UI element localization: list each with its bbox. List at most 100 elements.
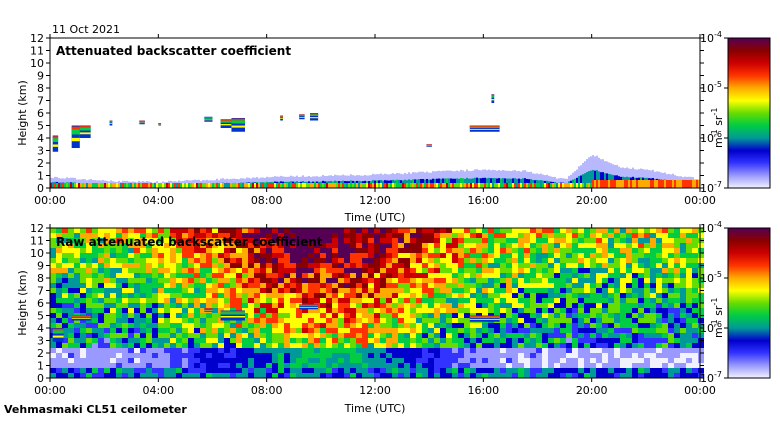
noise-cell: [278, 258, 284, 263]
noise-cell: [266, 353, 272, 358]
noise-cell: [476, 268, 482, 273]
noise-cell: [380, 333, 386, 338]
bl-column: [648, 170, 650, 188]
noise-cell: [242, 363, 248, 368]
noise-cell: [470, 328, 476, 333]
noise-cell: [506, 263, 512, 268]
noise-cell: [596, 318, 602, 323]
noise-cell: [122, 353, 128, 358]
noise-cell: [308, 368, 314, 373]
noise-cell: [626, 313, 632, 318]
noise-cell: [110, 298, 116, 303]
noise-cell: [440, 233, 446, 238]
noise-cell: [74, 228, 80, 233]
bl-column: [150, 182, 152, 188]
noise-cell: [62, 363, 68, 368]
bl-column: [234, 179, 236, 188]
noise-cell: [116, 273, 122, 278]
bl-column: [330, 175, 332, 188]
noise-cell: [104, 358, 110, 363]
noise-cell: [50, 283, 56, 288]
noise-cell: [578, 363, 584, 368]
noise-cell: [146, 348, 152, 353]
noise-cell: [488, 258, 494, 263]
noise-cell: [584, 263, 590, 268]
noise-cell: [614, 283, 620, 288]
noise-cell: [470, 288, 476, 293]
bl-column: [178, 180, 180, 188]
noise-cell: [134, 368, 140, 373]
noise-cell: [356, 253, 362, 258]
noise-cell: [146, 373, 152, 378]
bl-column: [566, 179, 568, 188]
noise-cell: [650, 338, 656, 343]
noise-cell: [548, 308, 554, 313]
noise-cell: [662, 303, 668, 308]
noise-cell: [626, 368, 632, 373]
bl-column: [358, 175, 360, 188]
bl-column: [584, 161, 586, 188]
noise-cell: [350, 363, 356, 368]
noise-cell: [470, 278, 476, 283]
noise-cell: [344, 358, 350, 363]
noise-cell: [134, 363, 140, 368]
noise-cell: [80, 353, 86, 358]
noise-cell: [650, 263, 656, 268]
bl-column: [424, 173, 426, 188]
noise-cell: [158, 268, 164, 273]
noise-cell: [350, 283, 356, 288]
noise-cell: [194, 303, 200, 308]
noise-cell: [260, 363, 266, 368]
noise-cell: [656, 243, 662, 248]
noise-cell: [164, 333, 170, 338]
noise-cell: [326, 303, 332, 308]
bl-column: [580, 165, 582, 188]
bl-column: [462, 170, 464, 188]
noise-cell: [578, 333, 584, 338]
noise-cell: [566, 268, 572, 273]
noise-cell: [374, 303, 380, 308]
noise-cell: [500, 243, 506, 248]
bl-column: [260, 178, 262, 188]
noise-cell: [50, 293, 56, 298]
noise-cell: [164, 318, 170, 323]
noise-cell: [338, 343, 344, 348]
noise-cell: [542, 258, 548, 263]
noise-cell: [236, 353, 242, 358]
noise-cell: [644, 288, 650, 293]
noise-cell: [50, 358, 56, 363]
bl-column: [622, 168, 624, 188]
noise-cell: [338, 258, 344, 263]
noise-cell: [344, 328, 350, 333]
bl-column: [270, 177, 272, 188]
noise-cell: [590, 353, 596, 358]
noise-cell: [488, 343, 494, 348]
noise-cell: [284, 368, 290, 373]
noise-cell: [140, 278, 146, 283]
noise-cell: [188, 253, 194, 258]
noise-cell: [338, 363, 344, 368]
noise-cell: [380, 263, 386, 268]
noise-cell: [350, 248, 356, 253]
noise-cell: [338, 353, 344, 358]
noise-cell: [74, 278, 80, 283]
noise-cell: [584, 253, 590, 258]
noise-cell: [608, 308, 614, 313]
noise-cell: [476, 258, 482, 263]
noise-cell: [452, 228, 458, 233]
noise-cell: [86, 353, 92, 358]
noise-cell: [410, 228, 416, 233]
noise-cell: [92, 333, 98, 338]
noise-cell: [668, 268, 674, 273]
noise-cell: [530, 288, 536, 293]
noise-cell: [194, 228, 200, 233]
noise-cell: [620, 308, 626, 313]
noise-cell: [356, 233, 362, 238]
noise-cell: [416, 263, 422, 268]
noise-cell: [68, 263, 74, 268]
noise-cell: [566, 288, 572, 293]
noise-cell: [644, 293, 650, 298]
noise-cell: [476, 328, 482, 333]
noise-cell: [296, 268, 302, 273]
noise-cell: [104, 288, 110, 293]
